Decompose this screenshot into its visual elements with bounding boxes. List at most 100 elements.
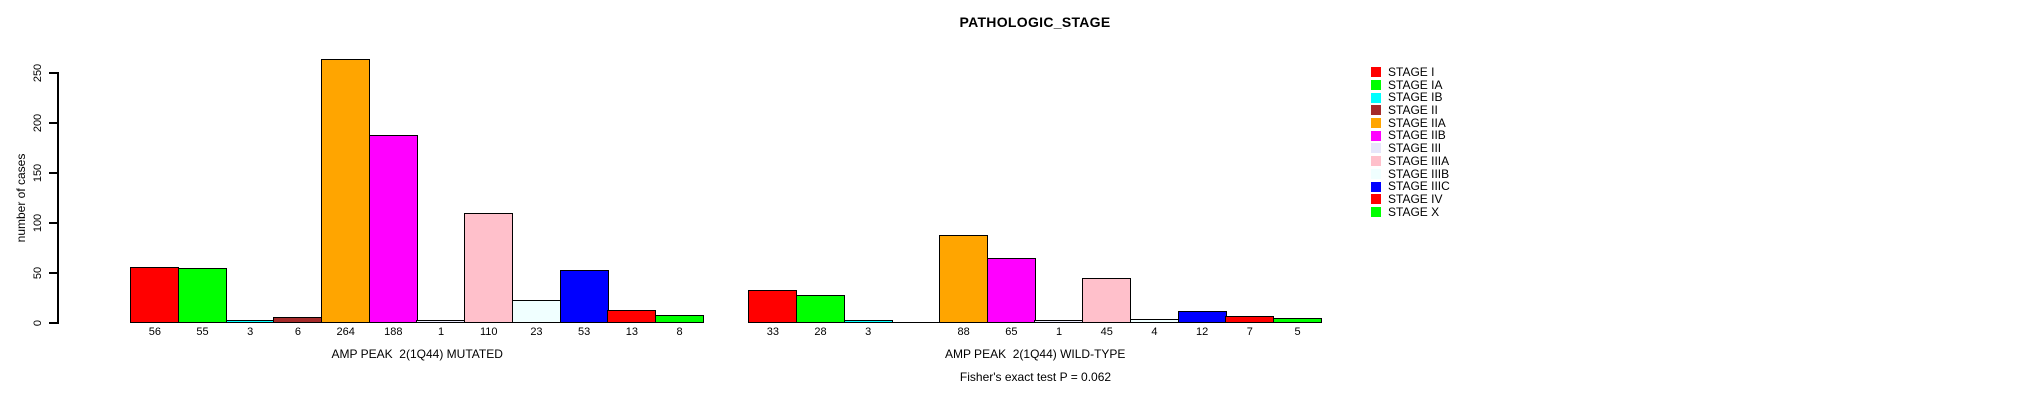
y-tick-100 [49,222,57,224]
bar-value-label-stage-ia: 55 [196,326,209,338]
legend-label: STAGE I [1388,65,1435,79]
bar-value-label-stage-i: 33 [766,326,779,338]
legend-swatch-stage-x [1371,206,1381,217]
bar-value-label-stage-ii: 6 [294,326,301,338]
legend-item-stage-ib: STAGE IB [1371,91,1450,104]
y-tick-50 [49,272,57,274]
bar-stage-iii [416,320,466,323]
legend-item-stage-ia: STAGE IA [1371,77,1450,92]
bar-value-label-stage-iv: 7 [1246,326,1253,338]
legend-item-stage-iiia: STAGE IIIA [1371,155,1450,168]
bar-stage-iiia [1082,278,1132,323]
y-tick-label-0: 0 [32,319,44,327]
legend-swatch-stage-iii [1371,143,1381,154]
bar-stage-iia [321,59,371,323]
bar-stage-ii [273,317,323,323]
bar-value-label-stage-iiic: 53 [578,326,591,338]
legend-swatch-stage-ii [1371,105,1381,116]
legend-swatch-stage-iiia [1371,156,1381,167]
bar-value-label-stage-iii: 1 [437,326,445,338]
bar-stage-x [1272,318,1323,323]
bar-value-label-stage-ib: 3 [865,326,872,338]
bar-stage-ib [843,320,893,323]
bar-stage-iiib [511,300,562,323]
legend-swatch-stage-iib [1371,130,1381,141]
legend-swatch-stage-i [1371,67,1381,78]
bar-value-label-stage-iib: 188 [384,326,403,338]
chart-title: PATHOLOGIC_STAGE [959,14,1111,30]
legend-label: STAGE IIIA [1388,153,1450,168]
y-axis-title: number of cases [14,153,28,243]
legend: STAGE I STAGE IA STAGE IB STAGE II STAGE IIA… [1371,66,1450,218]
bar-value-label-stage-iiic: 12 [1196,326,1209,338]
y-tick-200 [49,122,57,124]
legend-label: STAGE IB [1388,90,1443,105]
legend-item-stage-iiic: STAGE IIIC [1371,180,1450,193]
bar-value-label-stage-iv: 13 [625,326,638,338]
legend-label: STAGE IV [1388,191,1443,206]
legend-label: STAGE IA [1388,77,1443,92]
y-axis-line [57,72,59,324]
x-axis-label-mutated: AMP PEAK 2(1Q44) MUTATED [331,347,503,361]
legend-swatch-stage-iia [1371,118,1381,129]
bar-value-label-stage-ia: 28 [814,326,827,338]
legend-label: STAGE IIA [1388,115,1446,130]
bar-value-label-stage-iiib: 23 [530,326,543,338]
x-axis-label-wild-type: AMP PEAK 2(1Q44) WILD-TYPE [944,347,1126,361]
legend-label: STAGE IIIB [1388,166,1450,181]
bar-value-label-stage-iiia: 45 [1100,326,1113,338]
bar-value-label-stage-iiib: 4 [1151,326,1158,338]
bar-stage-i [748,290,798,323]
legend-item-stage-i: STAGE I [1371,66,1450,79]
legend-label: STAGE II [1388,103,1438,118]
legend-label: STAGE III [1388,141,1442,156]
bar-stage-iiic [559,270,609,323]
y-tick-label-250: 250 [32,63,44,83]
bar-stage-ib [225,320,275,323]
bar-stage-iiia [464,213,514,323]
bar-stage-iiib [1129,319,1180,323]
bar-stage-iiic [1177,311,1227,323]
bar-value-label-stage-x: 8 [676,326,683,338]
legend-swatch-stage-ib [1371,92,1381,103]
y-tick-label-100: 100 [32,213,44,233]
bar-value-label-stage-iii: 1 [1055,326,1063,338]
bar-stage-x [654,315,705,323]
legend-item-stage-iv: STAGE IV [1371,193,1450,206]
legend-swatch-stage-iiic [1371,181,1381,192]
y-tick-label-50: 50 [32,266,44,280]
bar-stage-iv [607,310,657,323]
bar-value-label-stage-iia: 88 [957,326,970,338]
legend-item-stage-x: STAGE X [1371,204,1450,219]
legend-swatch-stage-iiib [1371,168,1381,179]
legend-swatch-stage-ia [1371,80,1381,91]
bar-stage-iii [1034,320,1084,323]
bar-value-label-stage-iib: 65 [1005,326,1018,338]
y-tick-label-150: 150 [32,163,44,183]
bar-stage-ia [177,268,228,323]
legend-label: STAGE IIB [1388,128,1446,143]
fisher-test-note: Fisher's exact test P = 0.062 [959,370,1112,384]
y-tick-250 [49,72,57,74]
legend-label: STAGE X [1388,204,1440,219]
legend-item-stage-iii: STAGE III [1371,142,1450,155]
legend-swatch-stage-iv [1371,194,1381,205]
bar-stage-ia [795,295,846,323]
bar-value-label-stage-i: 56 [148,326,161,338]
y-tick-label-200: 200 [32,113,44,133]
legend-item-stage-iib: STAGE IIB [1371,129,1450,142]
bar-stage-iia [939,235,989,323]
y-tick-150 [49,172,57,174]
bar-value-label-stage-iia: 264 [336,326,355,338]
legend-label: STAGE IIIC [1388,179,1450,194]
bar-stage-iib [986,258,1036,323]
bar-stage-i [130,267,180,323]
y-tick-0 [49,322,57,324]
bar-stage-iib [368,135,418,323]
legend-item-stage-iia: STAGE IIA [1371,117,1450,130]
legend-item-stage-ii: STAGE II [1371,104,1450,117]
bar-value-label-stage-iiia: 110 [479,326,498,338]
legend-item-stage-iiib: STAGE IIIB [1371,166,1450,181]
bar-value-label-stage-ib: 3 [247,326,254,338]
